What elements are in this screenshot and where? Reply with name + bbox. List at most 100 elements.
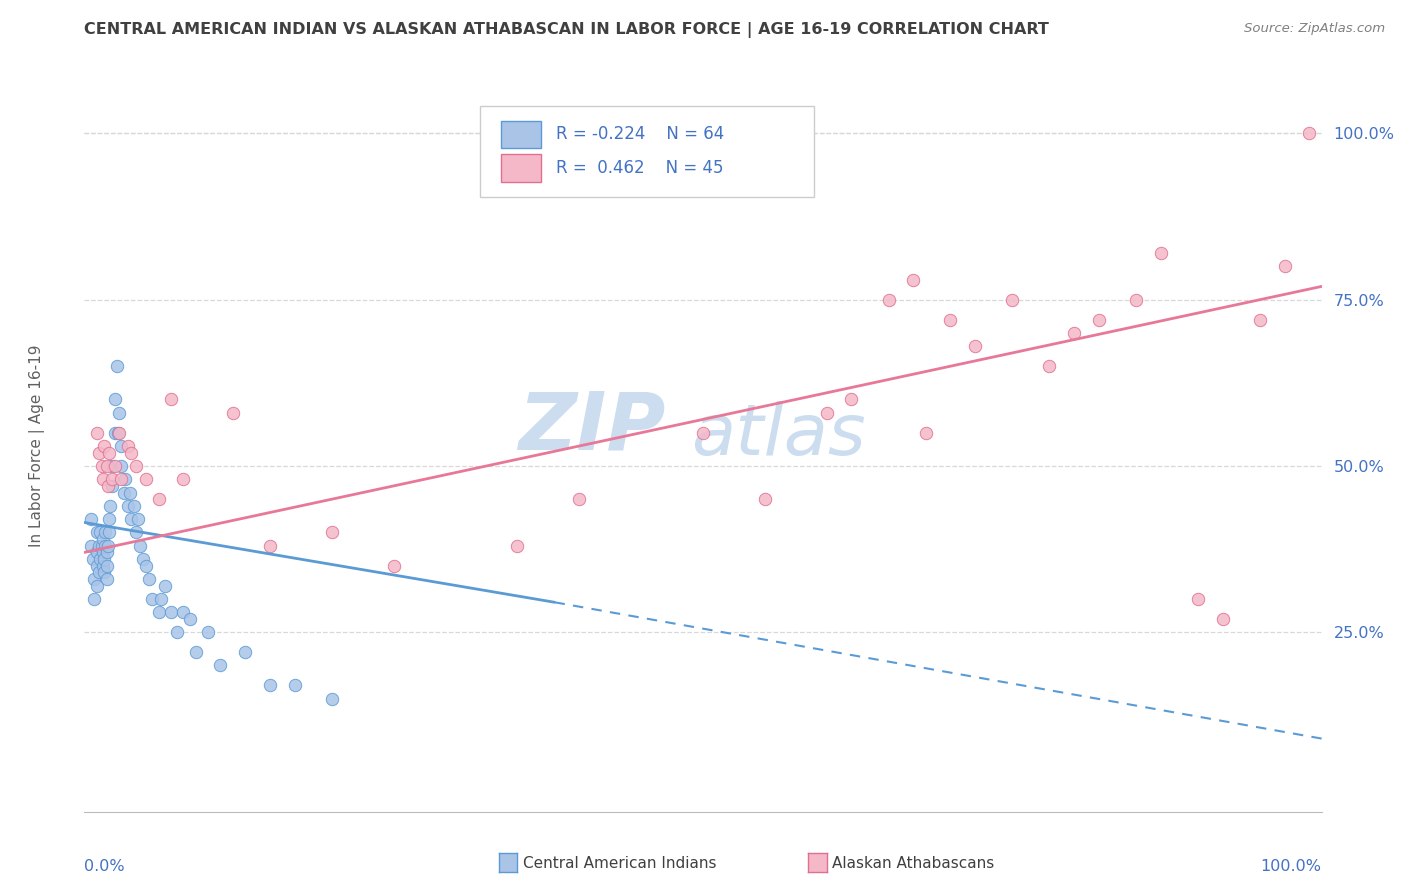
- Text: Source: ZipAtlas.com: Source: ZipAtlas.com: [1244, 22, 1385, 36]
- Point: [90, 539, 112, 553]
- Point: [98, 499, 121, 513]
- Point: [90, 458, 112, 473]
- Text: In Labor Force | Age 16-19: In Labor Force | Age 16-19: [30, 344, 45, 548]
- Point: [568, 492, 591, 507]
- Point: [89, 445, 111, 459]
- Point: [131, 552, 153, 566]
- Point: [321, 525, 343, 540]
- Point: [1249, 312, 1271, 326]
- Point: [141, 591, 163, 606]
- Point: [89, 525, 111, 540]
- Point: [222, 406, 245, 420]
- Point: [1038, 359, 1060, 374]
- Point: [135, 472, 157, 486]
- Point: [939, 312, 962, 326]
- Point: [692, 425, 714, 440]
- Point: [129, 539, 152, 553]
- Point: [89, 539, 111, 553]
- Point: [122, 499, 145, 513]
- Point: [506, 539, 529, 553]
- Point: [108, 406, 131, 420]
- Point: [233, 645, 256, 659]
- Point: [98, 512, 121, 526]
- Point: [104, 425, 127, 440]
- Point: [86, 425, 108, 440]
- Text: R = -0.224    N = 64: R = -0.224 N = 64: [555, 126, 724, 144]
- Point: [110, 439, 132, 453]
- Text: Alaskan Athabascans: Alaskan Athabascans: [832, 856, 994, 871]
- Point: [184, 645, 207, 659]
- Point: [96, 558, 118, 573]
- Point: [96, 545, 118, 559]
- Point: [104, 458, 127, 473]
- Point: [815, 406, 838, 420]
- Point: [86, 525, 108, 540]
- Point: [841, 392, 863, 407]
- Text: 0.0%: 0.0%: [84, 859, 125, 874]
- Point: [1001, 293, 1024, 307]
- Point: [160, 605, 183, 619]
- Point: [172, 605, 194, 619]
- Bar: [502, 120, 541, 148]
- Point: [93, 439, 115, 453]
- Point: [153, 579, 176, 593]
- Point: [150, 591, 173, 606]
- Point: [120, 445, 142, 459]
- Point: [108, 425, 131, 440]
- Point: [197, 625, 219, 640]
- Point: [86, 545, 108, 559]
- Point: [91, 558, 114, 573]
- Point: [1187, 591, 1209, 606]
- Point: [877, 293, 900, 307]
- Point: [89, 566, 111, 580]
- Point: [321, 691, 343, 706]
- Point: [110, 458, 132, 473]
- Point: [82, 552, 104, 566]
- Point: [93, 566, 115, 580]
- Point: [83, 572, 105, 586]
- Point: [160, 392, 183, 407]
- Point: [125, 458, 148, 473]
- Point: [86, 558, 108, 573]
- Point: [83, 591, 105, 606]
- Point: [100, 479, 122, 493]
- Point: [117, 439, 139, 453]
- Point: [91, 472, 114, 486]
- Point: [100, 458, 122, 473]
- Point: [91, 532, 114, 546]
- Point: [138, 572, 160, 586]
- Point: [105, 359, 128, 374]
- Point: [1063, 326, 1085, 340]
- Point: [110, 472, 132, 486]
- Point: [259, 678, 281, 692]
- Point: [1150, 246, 1173, 260]
- Point: [135, 558, 157, 573]
- Text: atlas: atlas: [690, 401, 865, 469]
- Text: Central American Indians: Central American Indians: [523, 856, 717, 871]
- Point: [1298, 127, 1320, 141]
- Bar: [502, 154, 541, 182]
- Point: [97, 479, 120, 493]
- Point: [120, 485, 142, 500]
- Point: [1274, 260, 1296, 274]
- Point: [903, 273, 925, 287]
- Point: [96, 572, 118, 586]
- Point: [98, 445, 121, 459]
- Point: [89, 552, 111, 566]
- Point: [209, 658, 232, 673]
- Point: [107, 425, 129, 440]
- Point: [259, 539, 281, 553]
- Point: [914, 425, 936, 440]
- Point: [79, 539, 101, 553]
- Point: [284, 678, 307, 692]
- Point: [114, 472, 136, 486]
- Point: [125, 525, 148, 540]
- Point: [965, 339, 987, 353]
- Point: [112, 485, 135, 500]
- Point: [91, 545, 114, 559]
- Point: [97, 539, 120, 553]
- Point: [94, 539, 117, 553]
- Text: R =  0.462    N = 45: R = 0.462 N = 45: [555, 159, 723, 177]
- Point: [179, 612, 201, 626]
- Point: [382, 558, 405, 573]
